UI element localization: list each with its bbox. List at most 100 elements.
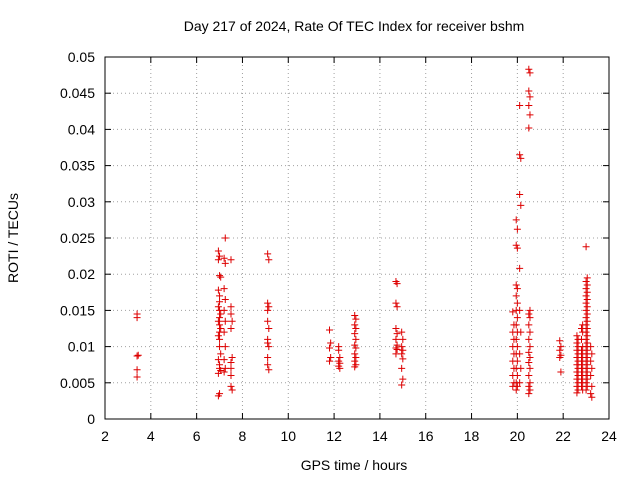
data-point: [227, 372, 235, 380]
y-tick-label: 0.035: [60, 158, 95, 174]
data-point: [526, 364, 534, 372]
data-point: [398, 328, 406, 336]
data-point: [220, 285, 228, 293]
data-point: [352, 344, 360, 352]
x-tick-label: 24: [601, 428, 617, 444]
data-point: [525, 372, 533, 380]
data-point: [351, 363, 359, 371]
x-tick-label: 4: [147, 428, 155, 444]
data-point: [214, 392, 222, 400]
y-axis-label: ROTI / TECUs: [5, 193, 21, 283]
data-point: [582, 299, 590, 307]
data-point: [351, 341, 359, 349]
data-point: [526, 353, 534, 361]
data-point: [133, 314, 141, 322]
data-point: [264, 353, 272, 361]
y-tick-label: 0.05: [68, 49, 95, 65]
axis-ticks: [104, 56, 610, 420]
data-point: [526, 379, 534, 387]
data-point: [516, 102, 524, 110]
data-point: [557, 343, 565, 351]
x-tick-label: 8: [239, 428, 247, 444]
data-point: [352, 325, 360, 332]
data-point: [220, 254, 228, 262]
data-point: [582, 328, 590, 336]
data-point: [556, 353, 564, 361]
data-point: [526, 314, 534, 322]
data-point: [526, 69, 534, 77]
x-tick-label: 18: [464, 428, 480, 444]
data-point: [587, 357, 595, 365]
data-point: [399, 335, 407, 343]
data-point: [517, 364, 525, 372]
data-point: [217, 310, 225, 318]
data-point: [556, 346, 564, 354]
data-point: [264, 317, 272, 325]
data-point: [393, 345, 401, 353]
data-point: [583, 339, 591, 347]
data-point: [525, 124, 533, 132]
data-point: [214, 247, 222, 255]
data-point: [264, 299, 272, 307]
y-tick-label: 0.015: [60, 302, 95, 318]
data-point: [399, 355, 407, 363]
data-point: [583, 332, 591, 340]
y-tick-label: 0.045: [60, 85, 95, 101]
data-point: [526, 343, 534, 351]
data-point: [264, 250, 272, 258]
data-point: [214, 317, 222, 325]
data-point: [351, 350, 359, 358]
data-point: [582, 243, 590, 251]
data-point: [221, 259, 229, 267]
data-point: [392, 335, 400, 343]
data-point: [582, 386, 590, 394]
data-point: [513, 299, 521, 307]
data-point: [512, 292, 520, 300]
data-point: [583, 346, 591, 354]
x-tick-label: 6: [193, 428, 201, 444]
data-point: [512, 335, 520, 343]
data-point: [351, 311, 359, 319]
data-point: [214, 369, 222, 377]
y-tick-label: 0.025: [60, 230, 95, 246]
data-point: [352, 353, 360, 361]
data-point: [335, 346, 343, 354]
data-point: [227, 256, 235, 264]
data-point: [217, 325, 225, 332]
data-point: [398, 350, 406, 358]
data-point: [513, 357, 521, 365]
data-point: [516, 264, 524, 272]
data-point: [393, 303, 401, 311]
data-point: [221, 317, 229, 325]
data-point: [509, 308, 517, 316]
data-point: [217, 273, 225, 281]
data-point: [327, 353, 335, 361]
data-point: [399, 375, 407, 383]
x-tick-labels: 2 4 6 8 10 12 14 16 18 20 22 24: [101, 428, 617, 444]
data-point: [220, 328, 228, 336]
data-point: [513, 382, 521, 390]
data-point: [220, 368, 228, 376]
data-point: [587, 390, 595, 398]
data-point: [588, 382, 596, 390]
data-point: [392, 299, 400, 307]
data-point: [588, 364, 596, 372]
data-point: [583, 375, 591, 383]
data-point: [583, 325, 591, 332]
x-axis-label: GPS time / hours: [301, 457, 408, 473]
x-tick-label: 16: [418, 428, 434, 444]
data-point: [516, 350, 524, 358]
data-point: [133, 352, 141, 360]
data-point: [393, 280, 401, 288]
x-tick-label: 14: [372, 428, 388, 444]
data-point: [227, 382, 235, 390]
x-tick-label: 22: [555, 428, 571, 444]
data-point: [573, 389, 581, 397]
data-point: [556, 337, 564, 345]
data-point: [513, 244, 521, 252]
data-point: [216, 321, 224, 329]
data-point: [583, 310, 591, 318]
data-point: [516, 151, 524, 159]
data-point: [526, 386, 534, 394]
x-tick-label: 10: [280, 428, 296, 444]
